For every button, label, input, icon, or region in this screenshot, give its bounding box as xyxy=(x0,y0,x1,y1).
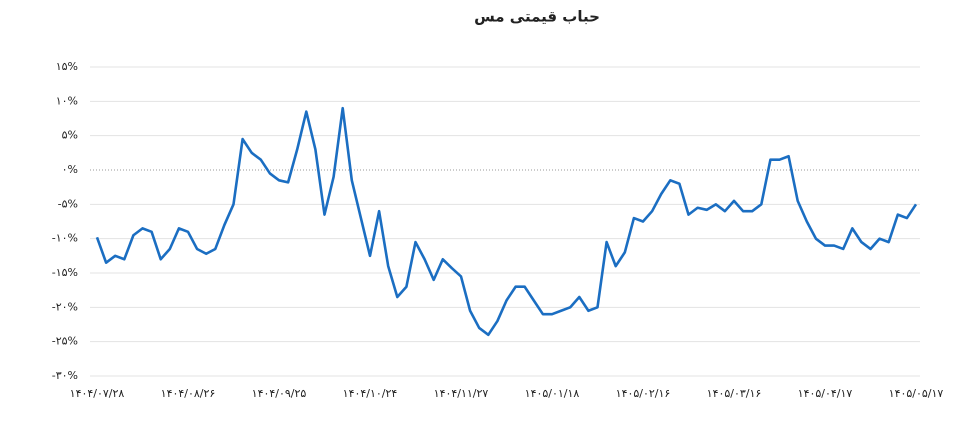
x-tick-label: ۱۴۰۴/۰۹/۲۵ xyxy=(252,387,307,400)
y-tick-label: -۱۵% xyxy=(52,266,78,279)
chart-title: حباب قیمتی مس xyxy=(474,8,600,26)
x-tick-label: ۱۴۰۵/۰۵/۱۷ xyxy=(889,387,944,400)
x-tick-label: ۱۴۰۵/۰۱/۱۸ xyxy=(525,387,580,400)
x-tick-label: ۱۴۰۴/۱۱/۲۷ xyxy=(434,387,489,400)
y-tick-label: ۵% xyxy=(62,129,78,142)
x-tick-label: ۱۴۰۵/۰۲/۱۶ xyxy=(616,387,671,400)
y-tick-label: ۱۰% xyxy=(56,94,78,107)
x-tick-label: ۱۴۰۴/۱۰/۲۴ xyxy=(343,387,398,400)
x-tick-label: ۱۴۰۴/۰۸/۲۶ xyxy=(161,387,216,400)
y-tick-label: -۳۰% xyxy=(52,369,78,382)
y-tick-label: -۲۰% xyxy=(52,300,78,313)
y-tick-label: -۲۵% xyxy=(52,335,78,348)
y-tick-label: ۰% xyxy=(62,163,78,176)
y-tick-label: -۵% xyxy=(58,197,78,210)
y-tick-label: ۱۵% xyxy=(56,60,78,73)
x-tick-label: ۱۴۰۴/۰۷/۲۸ xyxy=(70,387,125,400)
x-tick-label: ۱۴۰۵/۰۴/۱۷ xyxy=(798,387,853,400)
x-tick-label: ۱۴۰۵/۰۳/۱۶ xyxy=(707,387,762,400)
y-tick-label: -۱۰% xyxy=(52,232,78,245)
data-line xyxy=(95,106,918,337)
